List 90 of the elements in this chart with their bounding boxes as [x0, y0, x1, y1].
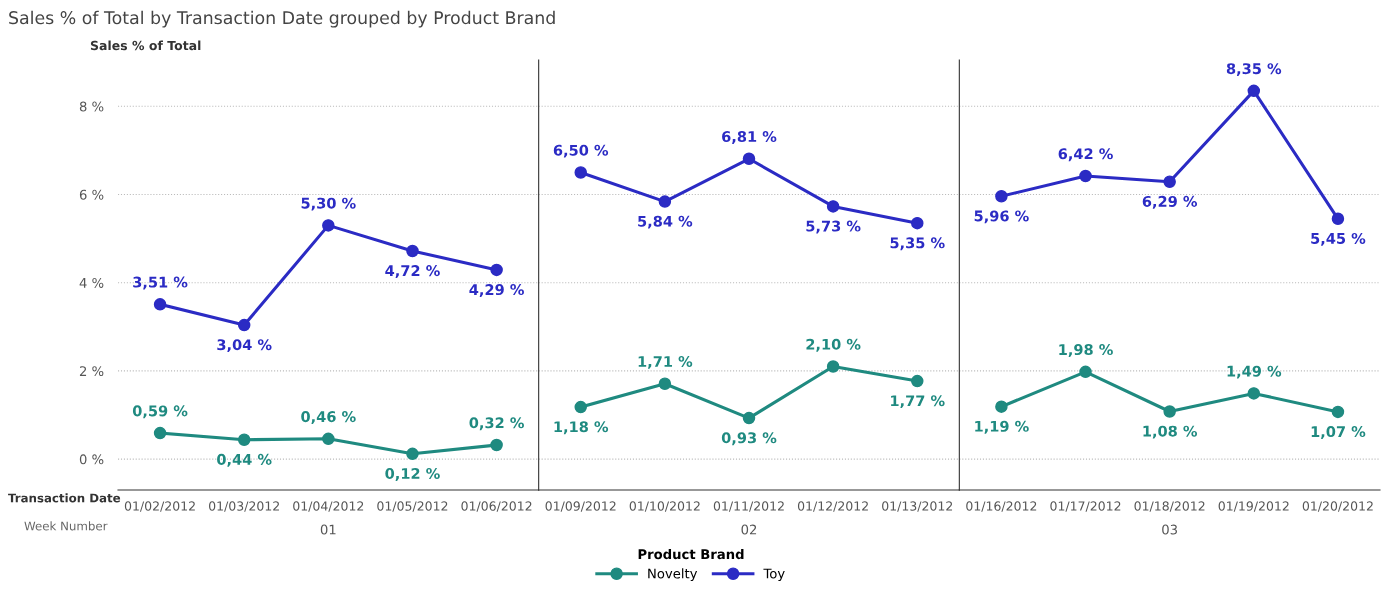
- point: [658, 377, 672, 390]
- data-label: 0,46 %: [301, 411, 356, 424]
- point: [995, 190, 1008, 203]
- x-tick-label: 01/19/2012: [1218, 501, 1289, 512]
- data-label: 6,81 %: [722, 131, 777, 144]
- point: [995, 400, 1008, 413]
- x-tick-label: 01/05/2012: [377, 501, 448, 512]
- point: [153, 298, 167, 311]
- x-tick-label: 01/17/2012: [1050, 501, 1121, 512]
- point: [1331, 212, 1345, 226]
- point: [826, 200, 840, 213]
- point: [490, 263, 503, 277]
- y-axis-title: Sales % of Total: [90, 40, 201, 51]
- data-label: 5,45 %: [1311, 232, 1366, 246]
- point: [658, 195, 672, 208]
- x-tick-label: 01/04/2012: [293, 501, 364, 512]
- point: [1331, 405, 1345, 419]
- text: Transaction Date: [8, 493, 121, 503]
- data-label: 4,29 %: [469, 284, 524, 297]
- point: [406, 244, 419, 258]
- x-tick-label: 01/03/2012: [209, 501, 279, 512]
- point: [153, 426, 167, 440]
- point: [1163, 175, 1176, 188]
- data-label: 1,49 %: [1227, 365, 1282, 379]
- data-label: 0,93 %: [721, 432, 777, 446]
- point: [406, 447, 419, 461]
- legend-label: Toy: [763, 568, 785, 582]
- data-label: 6,42 %: [1058, 148, 1113, 162]
- data-label: 5,96 %: [974, 210, 1029, 224]
- data-label: 4,72 %: [385, 265, 440, 279]
- data-label: 1,98 %: [1059, 344, 1113, 357]
- x-tick-label: 01/16/2012: [966, 501, 1037, 512]
- data-label: 5,35 %: [890, 237, 945, 251]
- data-label: 1,71 %: [638, 355, 693, 369]
- data-label: 3,04 %: [217, 339, 272, 353]
- data-label: 1,77 %: [891, 395, 945, 409]
- point: [490, 438, 503, 452]
- text: Week Number: [24, 521, 108, 531]
- point: [237, 433, 251, 446]
- chart-title: Sales % of Total by Transaction Date grouped by Product Brand: [9, 10, 555, 28]
- data-label: 8,35 %: [1226, 63, 1282, 77]
- data-label: 5,73 %: [806, 220, 861, 234]
- x-tick-label: 01/02/2012: [124, 501, 195, 512]
- y-tick-label: 4 %: [79, 277, 104, 288]
- data-label: 5,30 %: [301, 197, 356, 211]
- data-label: 0,32 %: [469, 417, 524, 431]
- data-label: 0,12 %: [385, 467, 440, 481]
- data-label: 6,50 %: [553, 144, 609, 158]
- y-tick-label: 6 %: [79, 189, 104, 200]
- point: [574, 166, 587, 179]
- point: [237, 318, 251, 332]
- legend-label: Novelty: [648, 568, 698, 582]
- data-label: 1,07 %: [1311, 426, 1366, 439]
- point: [574, 400, 587, 414]
- point: [1247, 387, 1261, 400]
- y-tick-label: 8 %: [79, 101, 104, 112]
- point: [911, 374, 924, 388]
- point: [1247, 84, 1261, 98]
- legend-title: Product Brand: [638, 548, 744, 560]
- x-tick-label: 01/10/2012: [629, 501, 700, 512]
- data-label: 6,29 %: [1142, 195, 1198, 209]
- data-label: 1,19 %: [975, 420, 1029, 434]
- x-tick-label: 01/18/2012: [1134, 501, 1205, 512]
- x-tick-label: 01/09/2012: [545, 501, 616, 512]
- point: [1079, 169, 1092, 183]
- x-axis-title: 02: [741, 524, 757, 535]
- x-tick-label: 01/12/2012: [797, 501, 868, 512]
- x-tick-label: 01/11/2012: [713, 501, 784, 512]
- point: [742, 152, 756, 166]
- data-label: 2,10 %: [806, 338, 861, 352]
- point: [322, 432, 335, 446]
- point: [911, 216, 924, 230]
- data-label: 3,51 %: [133, 276, 188, 290]
- x-tick-label: 01/20/2012: [1302, 501, 1373, 512]
- y-tick-label: 2 %: [79, 366, 104, 377]
- data-label: 1,08 %: [1143, 425, 1198, 439]
- y-tick-label: 0 %: [79, 454, 104, 465]
- point: [826, 360, 840, 373]
- point: [322, 219, 335, 232]
- data-label: 0,59 %: [132, 405, 188, 419]
- data-label: 0,44 %: [217, 453, 272, 467]
- point: [1079, 365, 1092, 379]
- point: [742, 411, 756, 425]
- x-axis-title: 01: [320, 524, 336, 535]
- data-label: 1,18 %: [554, 421, 609, 435]
- x-axis-title: 03: [1162, 524, 1177, 535]
- point: [1163, 405, 1176, 418]
- data-label: 5,84 %: [638, 215, 693, 229]
- x-tick-label: 01/13/2012: [882, 501, 953, 512]
- x-tick-label: 01/06/2012: [461, 501, 532, 512]
